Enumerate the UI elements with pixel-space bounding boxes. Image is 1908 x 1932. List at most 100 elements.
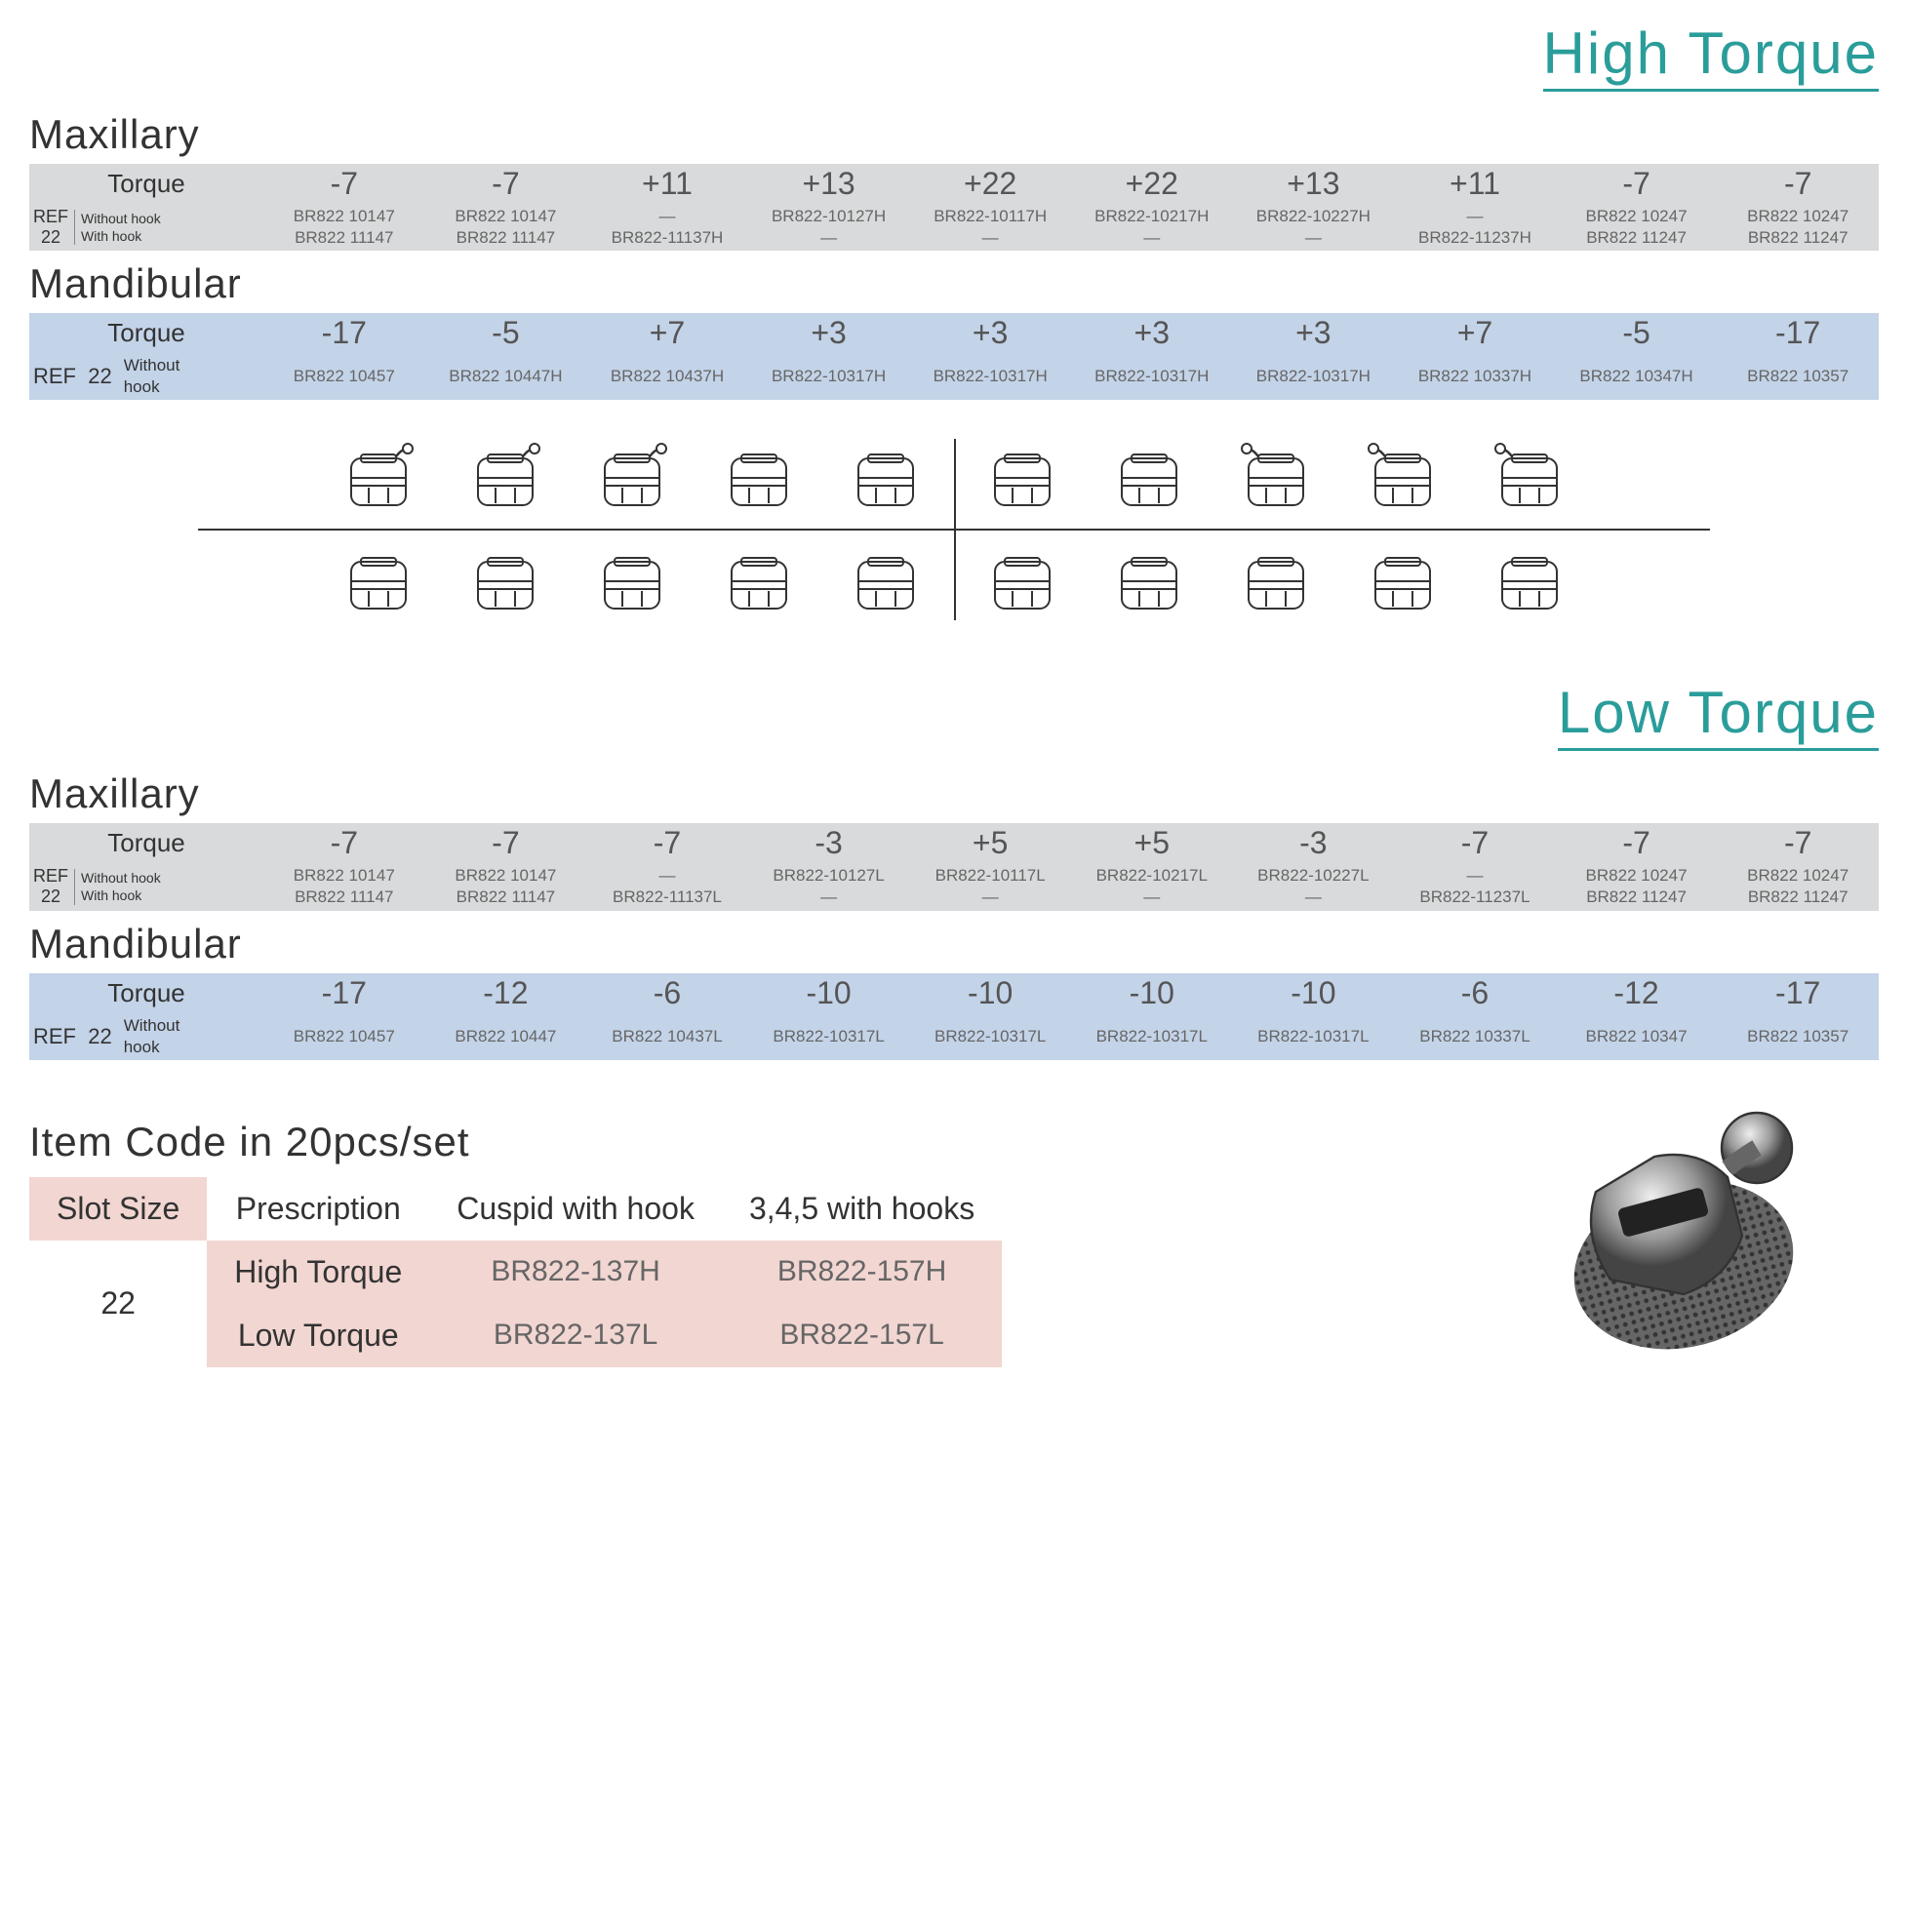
torque-value: -10 [909, 973, 1071, 1013]
bracket-icon [1364, 542, 1442, 620]
bracket-icon [1364, 439, 1442, 517]
bracket-icon [339, 439, 417, 517]
item-code-value: BR822-157H [722, 1241, 1002, 1304]
high-mandibular-table: Torque -17 -5 +7 +3 +3 +3 +3 +7 -5 -17 R… [29, 313, 1879, 400]
torque-value: -17 [263, 973, 425, 1013]
ref-number: 22 [41, 227, 60, 247]
ref-code: BR822 10337L [1394, 1013, 1556, 1060]
with-hook-label: With hook [81, 228, 141, 244]
torque-value: +13 [1233, 164, 1395, 204]
without-hook-label: Withouthook [124, 1016, 180, 1056]
ref-cell: REF22 Without hookWith hook [29, 863, 263, 910]
ref-code: BR822 10247BR822 11247 [1717, 863, 1879, 910]
bracket-icon [466, 542, 544, 620]
ref-code: BR822 10457 [263, 1013, 425, 1060]
torque-value: -5 [1556, 313, 1718, 353]
torque-value: -7 [1717, 823, 1879, 863]
torque-label: Torque [29, 973, 263, 1013]
torque-value: -10 [1071, 973, 1233, 1013]
torque-value: +5 [909, 823, 1071, 863]
ref-code: BR822 10247BR822 11247 [1717, 204, 1879, 251]
ref-code: BR822-10127L— [748, 863, 910, 910]
torque-label: Torque [29, 164, 263, 204]
item-code-value: BR822-157L [722, 1304, 1002, 1367]
torque-value: +22 [1071, 164, 1233, 204]
ref-code: BR822 10357 [1717, 1013, 1879, 1060]
ref-number: 22 [88, 1024, 111, 1048]
hooks-345-header: 3,4,5 with hooks [722, 1177, 1002, 1241]
ref-code: BR822 10147BR822 11147 [263, 863, 425, 910]
bracket-icon [339, 542, 417, 620]
without-hook-label: Withouthook [124, 356, 180, 396]
bracket-diagram-area [29, 439, 1879, 620]
torque-value: -12 [1556, 973, 1718, 1013]
low-mandibular-table: Torque -17 -12 -6 -10 -10 -10 -10 -6 -12… [29, 973, 1879, 1060]
ref-code: BR822-10117H— [909, 204, 1071, 251]
ref-label: REF [33, 1024, 76, 1048]
torque-label: Torque [29, 823, 263, 863]
bracket-icon [593, 439, 671, 517]
maxillary-heading-high: Maxillary [29, 111, 1879, 158]
torque-value: -3 [748, 823, 910, 863]
ref-code: —BR822-11137H [586, 204, 748, 251]
torque-value: -12 [425, 973, 587, 1013]
prescription-value: High Torque [207, 1241, 429, 1304]
torque-value: +7 [586, 313, 748, 353]
torque-value: -10 [748, 973, 910, 1013]
torque-value: -10 [1233, 973, 1395, 1013]
torque-value: +3 [1233, 313, 1395, 353]
ref-code: BR822-10127H— [748, 204, 910, 251]
ref-code: BR822 10147BR822 11147 [263, 204, 425, 251]
bracket-icon [1237, 542, 1315, 620]
bracket-icon [1110, 542, 1188, 620]
ref-code: BR822-10317H [1233, 353, 1395, 400]
maxillary-heading-low: Maxillary [29, 770, 1879, 817]
torque-value: +3 [909, 313, 1071, 353]
torque-value: -17 [263, 313, 425, 353]
bracket-icon [1237, 439, 1315, 517]
item-code-value: BR822-137H [429, 1241, 722, 1304]
ref-code: BR822-10117L— [909, 863, 1071, 910]
ref-number: 22 [41, 887, 60, 906]
ref-code: BR822 10247BR822 11247 [1556, 863, 1718, 910]
slot-size-value: 22 [29, 1241, 207, 1367]
torque-value: +3 [1071, 313, 1233, 353]
bracket-icon [983, 439, 1061, 517]
ref-code: BR822-10217L— [1071, 863, 1233, 910]
bracket-icon [593, 542, 671, 620]
bracket-icon [1491, 439, 1569, 517]
torque-value: -17 [1717, 973, 1879, 1013]
torque-value: +22 [909, 164, 1071, 204]
high-torque-title: High Torque [1543, 20, 1879, 92]
torque-value: -7 [1717, 164, 1879, 204]
mandibular-heading-low: Mandibular [29, 921, 1879, 967]
bracket-icon [847, 439, 925, 517]
mandibular-heading-high: Mandibular [29, 260, 1879, 307]
ref-code: BR822 10447 [425, 1013, 587, 1060]
torque-value: -3 [1233, 823, 1395, 863]
ref-code: BR822 10437L [586, 1013, 748, 1060]
torque-value: +11 [1394, 164, 1556, 204]
high-maxillary-table: Torque -7 -7 +11 +13 +22 +22 +13 +11 -7 … [29, 164, 1879, 251]
ref-code: BR822 10147BR822 11147 [425, 204, 587, 251]
torque-value: -7 [263, 164, 425, 204]
ref-label: REF [33, 866, 68, 886]
ref-code: BR822 10337H [1394, 353, 1556, 400]
ref-code: —BR822-11237L [1394, 863, 1556, 910]
prescription-value: Low Torque [207, 1304, 429, 1367]
torque-value: +5 [1071, 823, 1233, 863]
bracket-icon [720, 439, 798, 517]
ref-cell: REF22 Without hookWith hook [29, 204, 263, 251]
cuspid-hook-header: Cuspid with hook [429, 1177, 722, 1241]
without-hook-label: Without hook [81, 870, 161, 886]
torque-value: +13 [748, 164, 910, 204]
bracket-icon [847, 542, 925, 620]
bracket-icon [466, 439, 544, 517]
torque-value: -7 [1556, 164, 1718, 204]
ref-cell: REF 22 Withouthook [29, 1013, 263, 1060]
ref-code: BR822-10317L [1071, 1013, 1233, 1060]
ref-code: BR822-10227H— [1233, 204, 1395, 251]
bracket-icon [1110, 439, 1188, 517]
torque-value: -5 [425, 313, 587, 353]
torque-value: -6 [586, 973, 748, 1013]
